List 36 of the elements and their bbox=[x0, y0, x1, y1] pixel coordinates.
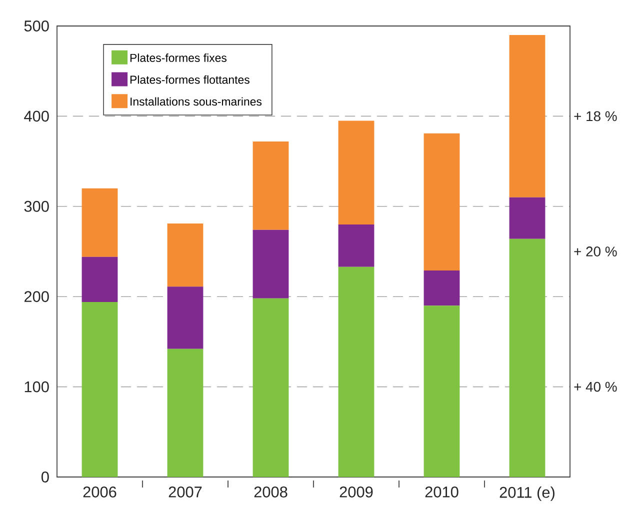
bar bbox=[509, 197, 546, 239]
text: + 20 % bbox=[574, 246, 617, 256]
bar bbox=[167, 224, 204, 287]
x-tick-label: 2010 bbox=[425, 486, 458, 498]
bar bbox=[338, 266, 374, 477]
x-tick-label: 2011 (e) bbox=[500, 486, 554, 501]
legend-label: Installations sous-marines bbox=[130, 97, 262, 106]
x-tick-label: 2007 bbox=[168, 486, 202, 498]
bar bbox=[509, 238, 546, 477]
x-tick-label: 2006 bbox=[83, 486, 116, 498]
y-tick-label: 300 bbox=[24, 200, 49, 212]
y-tick-label: 400 bbox=[24, 110, 49, 122]
bar bbox=[424, 133, 460, 270]
bar bbox=[82, 188, 118, 257]
bar bbox=[424, 306, 460, 477]
legend-label: Plates-formes flottantes bbox=[130, 75, 250, 84]
y-tick-label: 500 bbox=[24, 20, 49, 32]
x-tick-label: 2009 bbox=[340, 486, 373, 498]
x-tick-label: 2008 bbox=[254, 486, 288, 498]
y-tick-label: 200 bbox=[24, 291, 49, 302]
y-tick-label: 100 bbox=[24, 381, 49, 392]
bar bbox=[509, 35, 546, 198]
bar bbox=[252, 230, 289, 298]
text: + 18 % bbox=[574, 111, 617, 122]
bar bbox=[167, 348, 204, 477]
y-tick-label: 0 bbox=[42, 472, 49, 482]
text: + 40 % bbox=[574, 382, 617, 392]
bar bbox=[167, 286, 204, 349]
bar bbox=[252, 298, 289, 477]
bar bbox=[424, 270, 460, 306]
bar bbox=[252, 141, 289, 230]
legend-label: Plates-formes fixes bbox=[130, 54, 227, 62]
bar bbox=[338, 224, 374, 267]
bar bbox=[338, 120, 374, 224]
bar bbox=[82, 302, 118, 477]
bar bbox=[82, 256, 118, 302]
